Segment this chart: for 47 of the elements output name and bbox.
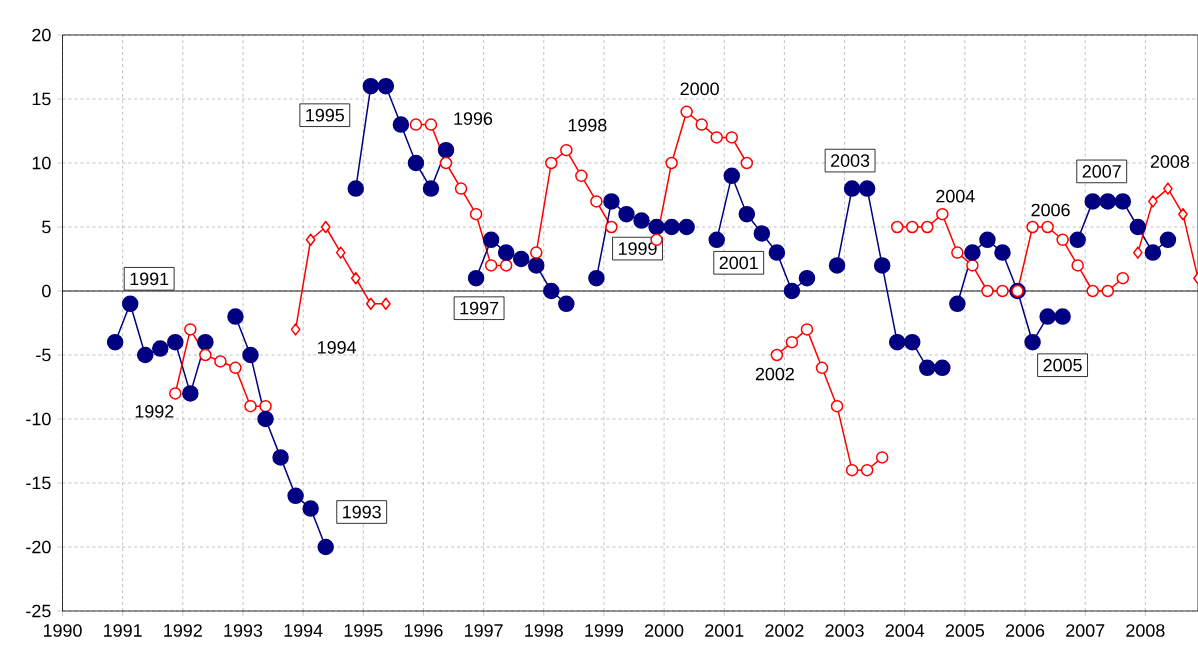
- y-tick-label: -10: [26, 412, 51, 426]
- series-label: 2001: [719, 256, 758, 270]
- y-tick-label: -15: [26, 476, 51, 490]
- x-tick-label: 1990: [43, 624, 82, 637]
- x-tick-label: 1994: [284, 624, 323, 637]
- series-label: 2007: [1082, 165, 1121, 178]
- x-tick-label: 2005: [945, 624, 985, 637]
- series-label: 2002: [755, 367, 794, 381]
- y-tick-label: -5: [36, 348, 51, 362]
- series-label: 2000: [680, 82, 719, 96]
- series-label: 1997: [460, 301, 499, 315]
- x-tick-label: 1999: [585, 624, 624, 637]
- x-tick-label: 1993: [224, 624, 263, 637]
- series-label: 2008: [1150, 155, 1190, 168]
- series-label: 2004: [936, 189, 975, 203]
- x-tick-label: 2004: [885, 624, 925, 637]
- series-label: 1998: [568, 118, 607, 132]
- x-tick-label: 2001: [705, 624, 744, 637]
- y-tick-label: -25: [26, 604, 51, 618]
- series-label: 1991: [130, 272, 169, 286]
- x-tick-label: 2007: [1066, 624, 1105, 637]
- series-label: 1999: [618, 242, 657, 255]
- series-label: 2006: [1031, 203, 1070, 217]
- x-tick-label: 1996: [404, 624, 443, 637]
- x-tick-label: 2002: [765, 624, 804, 637]
- y-tick-label: 0: [42, 284, 51, 298]
- series-label: 1994: [318, 341, 357, 354]
- x-tick-label: 1991: [104, 624, 142, 637]
- x-tick-label: 2006: [1006, 624, 1045, 637]
- y-tick-label: 10: [32, 156, 51, 170]
- y-tick-label: 5: [42, 220, 51, 234]
- series-label: 1992: [135, 405, 174, 418]
- y-tick-label: -20: [26, 540, 51, 554]
- y-tick-label: 15: [32, 92, 51, 106]
- series-label: 1996: [454, 112, 493, 125]
- x-tick-label: 1995: [344, 624, 383, 637]
- x-tick-label: 2003: [825, 624, 864, 637]
- x-tick-label: 1998: [525, 624, 563, 637]
- x-tick-label: 1997: [465, 624, 503, 637]
- series-label: 2005: [1043, 358, 1082, 372]
- x-tick-label: 2008: [1126, 624, 1165, 637]
- y-tick-label: 20: [32, 28, 51, 42]
- x-tick-label: 2000: [645, 624, 684, 637]
- series-label: 1993: [343, 505, 381, 519]
- x-tick-label: 1992: [164, 624, 202, 637]
- series-label: 1995: [306, 108, 344, 122]
- series-label: 2003: [831, 154, 870, 167]
